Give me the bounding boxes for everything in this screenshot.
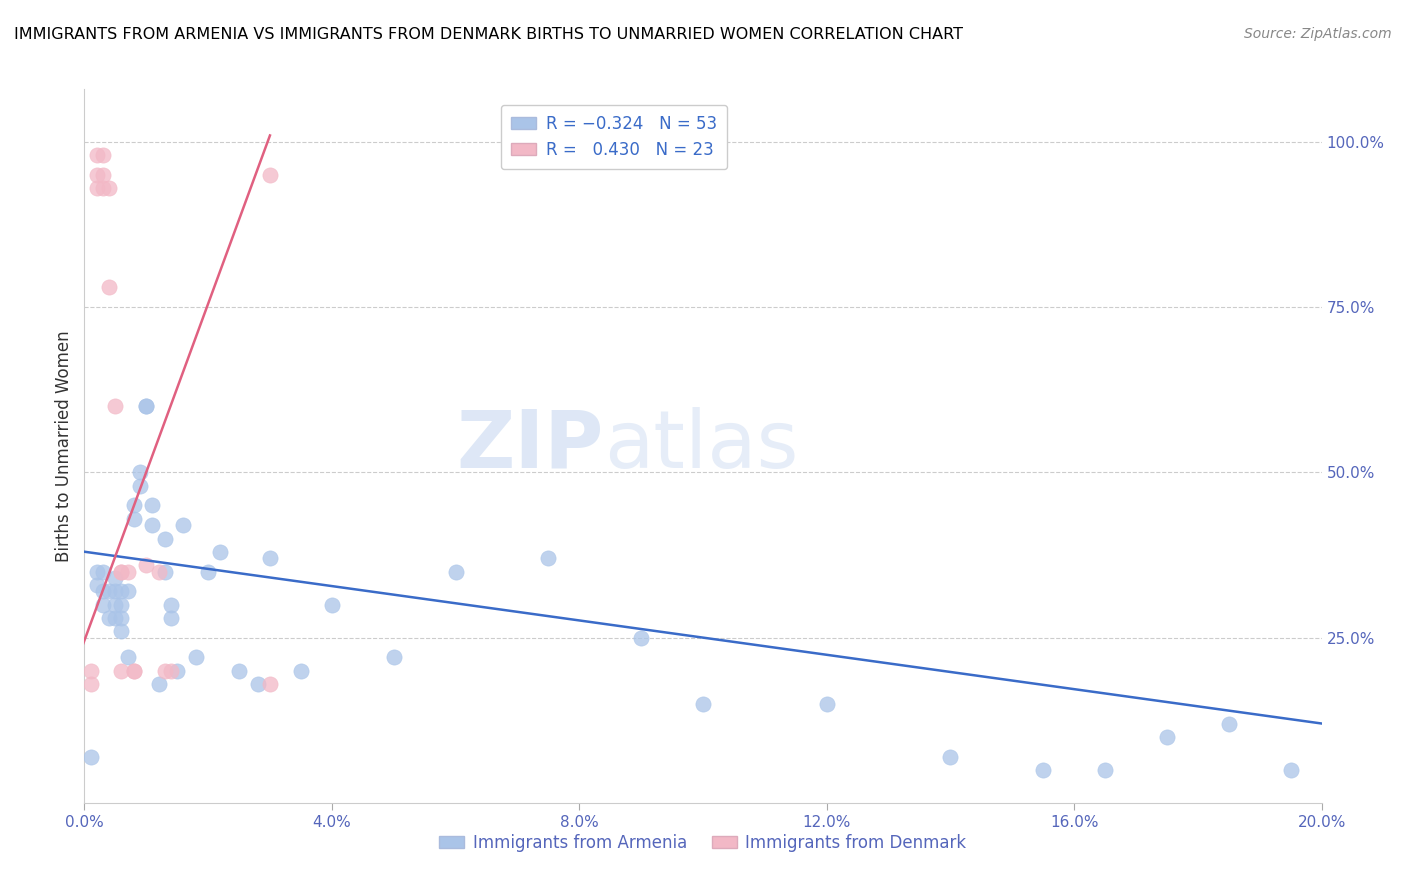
Point	[104, 400, 127, 414]
Point	[110, 584, 132, 599]
Point	[122, 499, 145, 513]
Point	[91, 565, 114, 579]
Point	[117, 650, 139, 665]
Point	[98, 584, 121, 599]
Point	[630, 631, 652, 645]
Point	[86, 148, 108, 162]
Point	[104, 584, 127, 599]
Point	[110, 565, 132, 579]
Point	[129, 466, 152, 480]
Point	[79, 749, 101, 764]
Point	[86, 565, 108, 579]
Point	[153, 664, 176, 678]
Point	[135, 400, 157, 414]
Point	[444, 565, 467, 579]
Point	[104, 571, 127, 585]
Point	[91, 598, 114, 612]
Point	[104, 611, 127, 625]
Point	[148, 677, 170, 691]
Point	[1279, 763, 1302, 777]
Point	[160, 598, 183, 612]
Point	[122, 511, 145, 525]
Point	[91, 168, 114, 182]
Point	[1094, 763, 1116, 777]
Point	[1156, 730, 1178, 744]
Legend: Immigrants from Armenia, Immigrants from Denmark: Immigrants from Armenia, Immigrants from…	[433, 828, 973, 859]
Point	[148, 565, 170, 579]
Point	[117, 565, 139, 579]
Point	[135, 558, 157, 572]
Point	[246, 677, 269, 691]
Point	[98, 280, 121, 294]
Point	[86, 168, 108, 182]
Point	[259, 168, 281, 182]
Point	[110, 565, 132, 579]
Point	[259, 551, 281, 566]
Point	[86, 181, 108, 195]
Point	[209, 545, 232, 559]
Point	[91, 148, 114, 162]
Y-axis label: Births to Unmarried Women: Births to Unmarried Women	[55, 330, 73, 562]
Point	[184, 650, 207, 665]
Text: IMMIGRANTS FROM ARMENIA VS IMMIGRANTS FROM DENMARK BIRTHS TO UNMARRIED WOMEN COR: IMMIGRANTS FROM ARMENIA VS IMMIGRANTS FR…	[14, 27, 963, 42]
Point	[86, 578, 108, 592]
Point	[1032, 763, 1054, 777]
Point	[382, 650, 405, 665]
Point	[110, 611, 132, 625]
Point	[141, 518, 163, 533]
Point	[166, 664, 188, 678]
Point	[98, 611, 121, 625]
Point	[122, 664, 145, 678]
Point	[104, 598, 127, 612]
Point	[117, 584, 139, 599]
Point	[160, 664, 183, 678]
Point	[79, 664, 101, 678]
Text: Source: ZipAtlas.com: Source: ZipAtlas.com	[1244, 27, 1392, 41]
Point	[537, 551, 560, 566]
Point	[228, 664, 250, 678]
Point	[110, 664, 132, 678]
Point	[79, 677, 101, 691]
Point	[141, 499, 163, 513]
Point	[110, 624, 132, 638]
Point	[172, 518, 194, 533]
Point	[939, 749, 962, 764]
Text: atlas: atlas	[605, 407, 799, 485]
Point	[692, 697, 714, 711]
Point	[110, 598, 132, 612]
Point	[98, 181, 121, 195]
Text: ZIP: ZIP	[457, 407, 605, 485]
Point	[1218, 716, 1240, 731]
Point	[259, 677, 281, 691]
Point	[290, 664, 312, 678]
Point	[135, 400, 157, 414]
Point	[197, 565, 219, 579]
Point	[153, 532, 176, 546]
Point	[129, 478, 152, 492]
Point	[91, 584, 114, 599]
Point	[815, 697, 838, 711]
Point	[122, 664, 145, 678]
Point	[153, 565, 176, 579]
Point	[160, 611, 183, 625]
Point	[321, 598, 343, 612]
Point	[91, 181, 114, 195]
